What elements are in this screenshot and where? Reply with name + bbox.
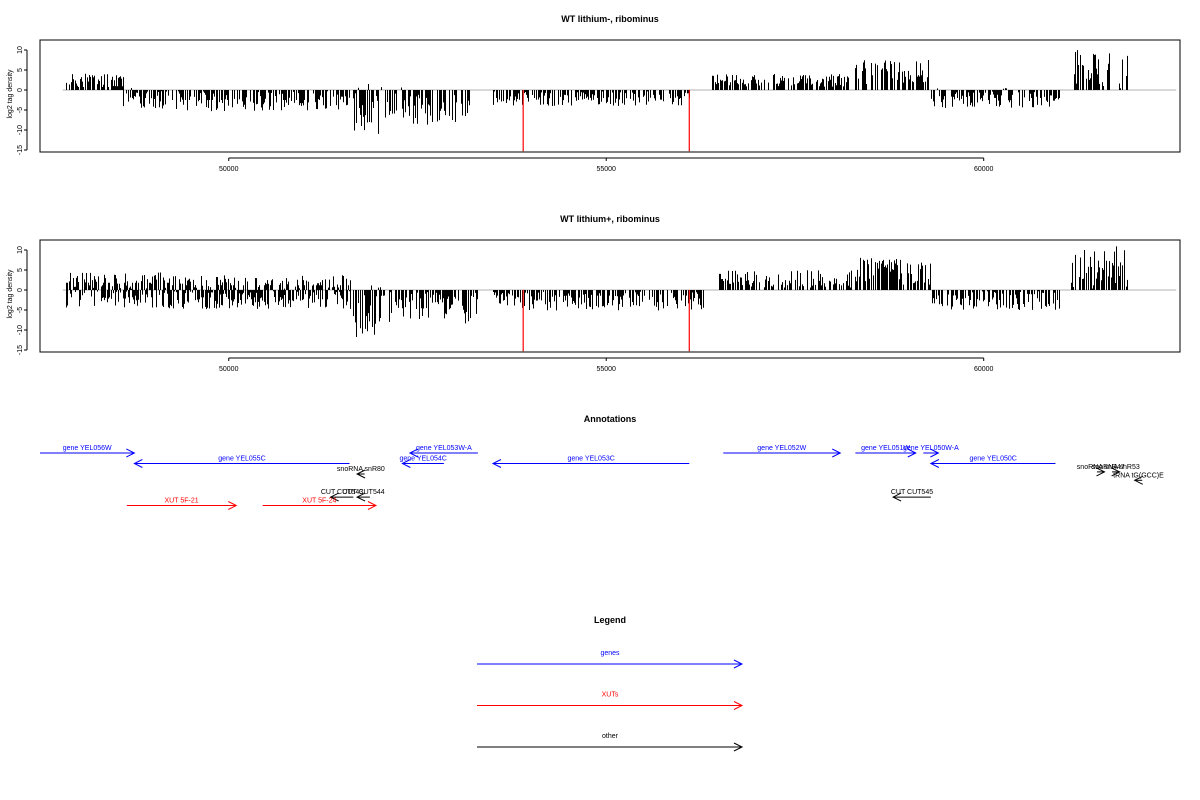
y-axis-label: log2 tag density bbox=[7, 69, 14, 119]
annotation-arrowhead bbox=[491, 459, 502, 468]
annotation-arrowhead bbox=[329, 492, 339, 502]
annotation-arrowhead bbox=[832, 448, 842, 458]
y-axis: 10 5 0 -5 -10 -15 bbox=[17, 246, 28, 355]
annotation-label: gene YEL050C bbox=[969, 456, 1016, 463]
annotation-arrowhead bbox=[1096, 467, 1106, 477]
annotation-label: gene YEL056W bbox=[63, 445, 112, 452]
x-tick-label: 55000 bbox=[596, 366, 616, 373]
annotation-label: gene YEL051W bbox=[861, 445, 910, 452]
plot-frame bbox=[39, 39, 1181, 153]
legend-label: XUTs bbox=[602, 692, 619, 699]
annotation-arrowhead bbox=[929, 459, 940, 468]
annotation-arrowhead bbox=[891, 492, 902, 502]
panel-title: WT lithium+, ribominus bbox=[560, 214, 660, 224]
annotation-arrowhead bbox=[355, 492, 366, 502]
annotation-arrowhead bbox=[355, 469, 366, 479]
annotation-arrowhead bbox=[133, 459, 143, 468]
y-tick-label: 5 bbox=[17, 68, 24, 72]
bar-group bbox=[62, 50, 1177, 152]
annotation-label: gene YEL050W-A bbox=[903, 445, 959, 452]
annotations-title: Annotations bbox=[584, 414, 637, 424]
annotations-track: Annotations gene YEL056W gene YEL055C gene… bbox=[40, 414, 1164, 510]
annotation-arrowhead bbox=[1133, 475, 1143, 485]
legend: Legend genes XUTs other bbox=[477, 615, 744, 752]
y-tick-label: -15 bbox=[17, 145, 24, 155]
y-tick-label: 10 bbox=[17, 46, 24, 54]
y-tick-label: 5 bbox=[17, 268, 24, 272]
annotation-label: gene YEL055C bbox=[218, 456, 265, 463]
annotation-label: CUT CUT545 bbox=[891, 489, 933, 496]
annotation-label: snoRNA snR80 bbox=[337, 466, 385, 473]
plot-panel-lithium-plus: WT lithium+, ribominus log2 tag density … bbox=[7, 214, 1181, 373]
y-tick-label: 0 bbox=[17, 88, 24, 92]
annotation-label: snoRNA snR47 bbox=[1077, 464, 1125, 471]
annotation-arrowhead bbox=[907, 448, 917, 458]
x-axis: 50000 55000 60000 bbox=[219, 357, 994, 373]
plot-panel-lithium-minus: WT lithium-, ribominus log2 tag density … bbox=[7, 14, 1181, 173]
annotation-label: CUT CUT543 bbox=[321, 489, 363, 496]
legend-arrowhead bbox=[733, 742, 744, 752]
x-tick-label: 50000 bbox=[219, 366, 239, 373]
x-tick-label: 60000 bbox=[974, 166, 994, 173]
x-tick-label: 55000 bbox=[596, 166, 616, 173]
y-tick-label: -10 bbox=[17, 125, 24, 135]
y-tick-label: -10 bbox=[17, 325, 24, 335]
panel-title: WT lithium-, ribominus bbox=[561, 14, 659, 24]
annotation-label: gene YEL053W-A bbox=[416, 445, 472, 452]
annotation-label: gene YEL054C bbox=[399, 456, 446, 463]
y-tick-label: -5 bbox=[17, 107, 24, 113]
legend-title: Legend bbox=[594, 615, 626, 625]
y-tick-label: 10 bbox=[17, 246, 24, 254]
plot-frame bbox=[39, 239, 1181, 353]
y-tick-label: -5 bbox=[17, 307, 24, 313]
annotation-arrowhead bbox=[930, 448, 940, 458]
annotation-label: XUT 5F-21 bbox=[165, 498, 199, 505]
annotation-arrowhead bbox=[401, 459, 411, 468]
legend-label: other bbox=[602, 733, 619, 740]
annotation-arrowhead bbox=[408, 448, 419, 458]
annotation-label: snoRNA snR53 bbox=[1092, 464, 1140, 471]
x-tick-label: 60000 bbox=[974, 366, 994, 373]
annotation-label: gene YEL053C bbox=[567, 456, 614, 463]
legend-arrowhead bbox=[733, 659, 744, 669]
x-tick-label: 50000 bbox=[219, 166, 239, 173]
x-axis: 50000 55000 60000 bbox=[219, 157, 994, 173]
y-axis-label: log2 tag density bbox=[7, 269, 14, 319]
annotation-arrowhead bbox=[126, 448, 136, 458]
y-axis: 10 5 0 -5 -10 -15 bbox=[17, 46, 28, 155]
y-tick-label: -15 bbox=[17, 345, 24, 355]
annotation-arrowhead bbox=[1111, 467, 1121, 477]
annotation-arrowhead bbox=[228, 501, 238, 510]
y-tick-label: 0 bbox=[17, 288, 24, 292]
legend-arrowhead bbox=[733, 701, 744, 710]
annotation-label: tRNA tG(GCC)E bbox=[1113, 472, 1164, 479]
bar-group bbox=[62, 246, 1177, 352]
annotation-arrowhead bbox=[367, 501, 378, 510]
annotation-label: XUT 5F-24 bbox=[302, 498, 336, 505]
annotation-label: gene YEL052W bbox=[757, 445, 806, 452]
legend-label: genes bbox=[600, 650, 620, 657]
annotation-label: CUT CUT544 bbox=[342, 489, 384, 496]
